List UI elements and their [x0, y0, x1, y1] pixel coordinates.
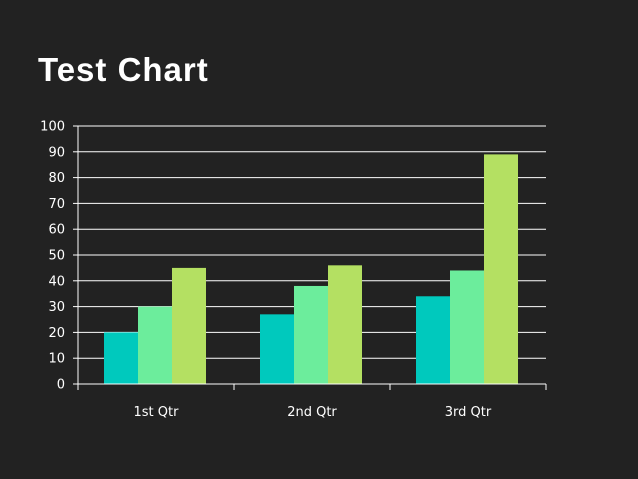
- bar-3-2: [450, 270, 484, 384]
- y-tick-label: 60: [48, 223, 65, 238]
- axes: [73, 125, 547, 390]
- bar-2-1: [260, 314, 294, 384]
- y-tick-label: 50: [48, 249, 65, 264]
- x-tick-label: 3rd Qtr: [445, 405, 492, 420]
- y-tick-label: 80: [48, 171, 65, 186]
- x-tick-label: 1st Qtr: [134, 405, 180, 420]
- bars: [104, 154, 518, 384]
- y-tick-label: 20: [48, 326, 65, 341]
- y-tick-label: 90: [48, 145, 65, 160]
- y-tick-label: 70: [48, 197, 65, 212]
- bar-3-1: [416, 296, 450, 384]
- y-tick-label: 30: [48, 300, 65, 315]
- x-tick-label: 2nd Qtr: [287, 405, 337, 420]
- y-tick-label: 10: [48, 352, 65, 367]
- y-tick-label: 0: [57, 378, 65, 393]
- bar-2-3: [328, 265, 362, 384]
- bar-1-2: [138, 306, 172, 384]
- tick-labels: 0 10 20 30 40 50 60 70 80 90 100 1st Qtr 2nd Qtr 3rd …: [40, 120, 492, 421]
- bar-2-2: [294, 285, 328, 384]
- y-tick-label: 100: [40, 120, 65, 135]
- bar-3-3: [484, 154, 518, 384]
- chart-title: Test Chart: [38, 51, 209, 88]
- y-tick-label: 40: [48, 274, 65, 289]
- bar-1-3: [172, 267, 206, 384]
- bar-1-1: [104, 332, 138, 384]
